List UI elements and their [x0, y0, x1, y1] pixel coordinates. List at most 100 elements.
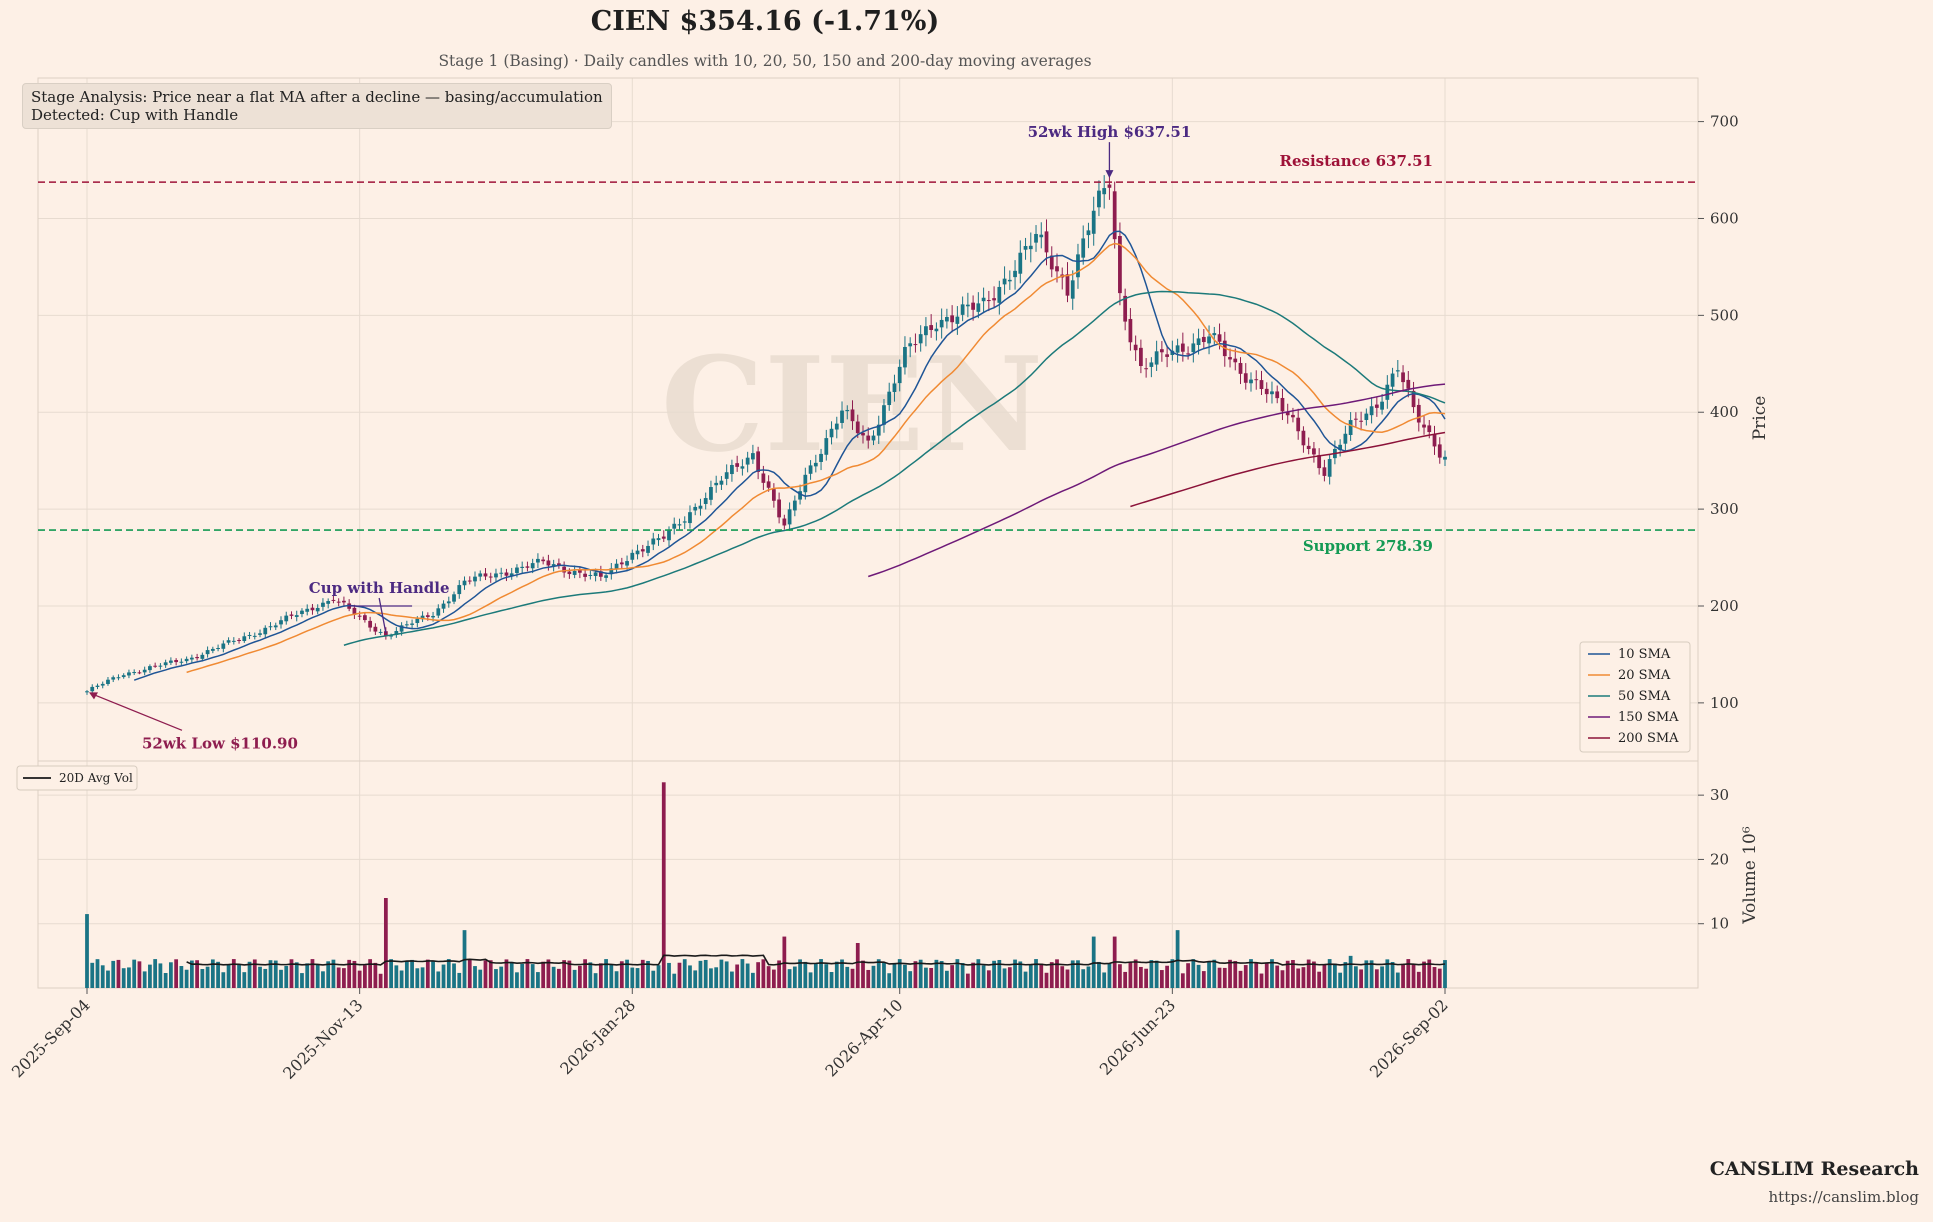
- volume-bar: [1348, 955, 1353, 988]
- volume-bar: [1411, 964, 1416, 988]
- volume-bar: [677, 962, 682, 988]
- candle-body: [1196, 338, 1201, 345]
- volume-bar: [751, 972, 755, 988]
- candle-body: [221, 643, 226, 649]
- stage-analysis-box: Stage Analysis: Price near a flat MA aft…: [22, 83, 612, 129]
- volume-bar: [1437, 968, 1442, 988]
- volume-bar: [483, 960, 488, 988]
- candle-body: [1374, 404, 1379, 408]
- volume-bar: [777, 960, 781, 988]
- volume-bar: [446, 959, 451, 988]
- volume-bar: [1333, 963, 1337, 988]
- high-arrow-head: [1105, 170, 1114, 179]
- candle-body: [1406, 379, 1411, 389]
- candle-body: [667, 530, 671, 541]
- candle-body: [488, 576, 493, 578]
- volume-bar: [1312, 961, 1316, 988]
- volume-bar: [1395, 972, 1400, 988]
- volume-bar: [1364, 960, 1369, 988]
- candle-body: [1228, 357, 1232, 360]
- pattern-detected-text: Detected: Cup with Handle: [31, 106, 239, 124]
- volume-bar: [100, 965, 105, 988]
- volume-bar: [845, 966, 850, 988]
- candle-body: [200, 654, 205, 659]
- candle-body: [1364, 413, 1369, 420]
- candle-body: [279, 620, 283, 625]
- candle-body: [955, 316, 960, 324]
- volume-bar: [315, 964, 320, 988]
- volume-axis-label: Volume 10⁶: [1740, 826, 1760, 925]
- volume-bar: [798, 959, 802, 988]
- volume-bar: [452, 963, 456, 988]
- volume-bar: [1343, 962, 1348, 988]
- volume-bar: [1259, 973, 1264, 988]
- candle-body: [515, 567, 519, 574]
- candle-body: [494, 573, 498, 578]
- candle-body: [1395, 370, 1400, 372]
- candle-body: [132, 672, 137, 674]
- volume-bar: [90, 962, 95, 988]
- volume-bar: [1317, 971, 1322, 988]
- price-tick-label: 500: [1710, 306, 1739, 324]
- candle-body: [541, 559, 546, 562]
- candle-body: [446, 601, 451, 604]
- volume-bar: [761, 959, 766, 988]
- level-layer: Resistance 637.51 Support 278.39: [38, 152, 1698, 555]
- volume-bar: [924, 967, 928, 988]
- volume-bar: [142, 971, 147, 988]
- candle-body: [714, 482, 719, 486]
- candle-body: [693, 506, 698, 511]
- volume-bar: [1186, 963, 1190, 988]
- candle-body: [677, 524, 682, 526]
- annotation-layer: 52wk High $637.51 52wk Low $110.90 Cup wit…: [89, 123, 1191, 752]
- candle-body: [163, 662, 168, 666]
- volume-bar: [1028, 964, 1033, 988]
- price-tick-label: 200: [1710, 597, 1739, 615]
- candle-body: [1175, 345, 1180, 353]
- candle-body: [321, 602, 325, 607]
- candle-body: [1159, 349, 1164, 353]
- candle-body: [1322, 467, 1327, 476]
- candle-body: [294, 615, 299, 617]
- volume-bar: [965, 973, 970, 988]
- volume-bar: [855, 943, 860, 988]
- brand-url[interactable]: https://canslim.blog: [1768, 1188, 1920, 1206]
- candle-body: [268, 626, 273, 628]
- volume-bar: [1243, 965, 1248, 988]
- candle-body: [981, 297, 986, 302]
- volume-bar: [1013, 959, 1017, 988]
- candle-body: [237, 639, 241, 641]
- candle-body: [1186, 353, 1190, 355]
- volume-bar: [226, 963, 231, 988]
- candle-body: [169, 660, 173, 663]
- volume-bar: [714, 967, 719, 988]
- candle-body: [971, 302, 975, 310]
- resistance-label: Resistance 637.51: [1280, 152, 1433, 170]
- volume-bar: [189, 960, 194, 988]
- volume-layer: [85, 782, 1447, 988]
- volume-bar: [1280, 970, 1285, 988]
- candle-body: [992, 298, 996, 301]
- volume-bar: [1217, 967, 1222, 988]
- candle-body: [656, 538, 661, 541]
- candle-body: [1416, 404, 1421, 423]
- price-tick-label: 300: [1710, 500, 1739, 518]
- volume-bar: [237, 964, 241, 988]
- candle-body: [111, 677, 116, 680]
- volume-bar: [95, 959, 100, 988]
- candle-body: [415, 618, 420, 624]
- candle-body: [1191, 343, 1196, 353]
- candle-body: [1270, 391, 1274, 395]
- volume-bar: [1406, 959, 1411, 988]
- candle-body: [95, 685, 100, 687]
- price-tick-label: 600: [1710, 209, 1739, 227]
- candle-body: [1102, 188, 1107, 195]
- candle-body: [771, 489, 776, 501]
- volume-bar: [1180, 973, 1185, 988]
- candle-body: [960, 304, 965, 315]
- volume-bar: [703, 959, 708, 988]
- candle-body: [1217, 334, 1222, 342]
- date-tick-label: 2026-Apr-10: [821, 995, 906, 1080]
- volume-bar: [174, 959, 179, 988]
- candle-body: [1065, 274, 1070, 296]
